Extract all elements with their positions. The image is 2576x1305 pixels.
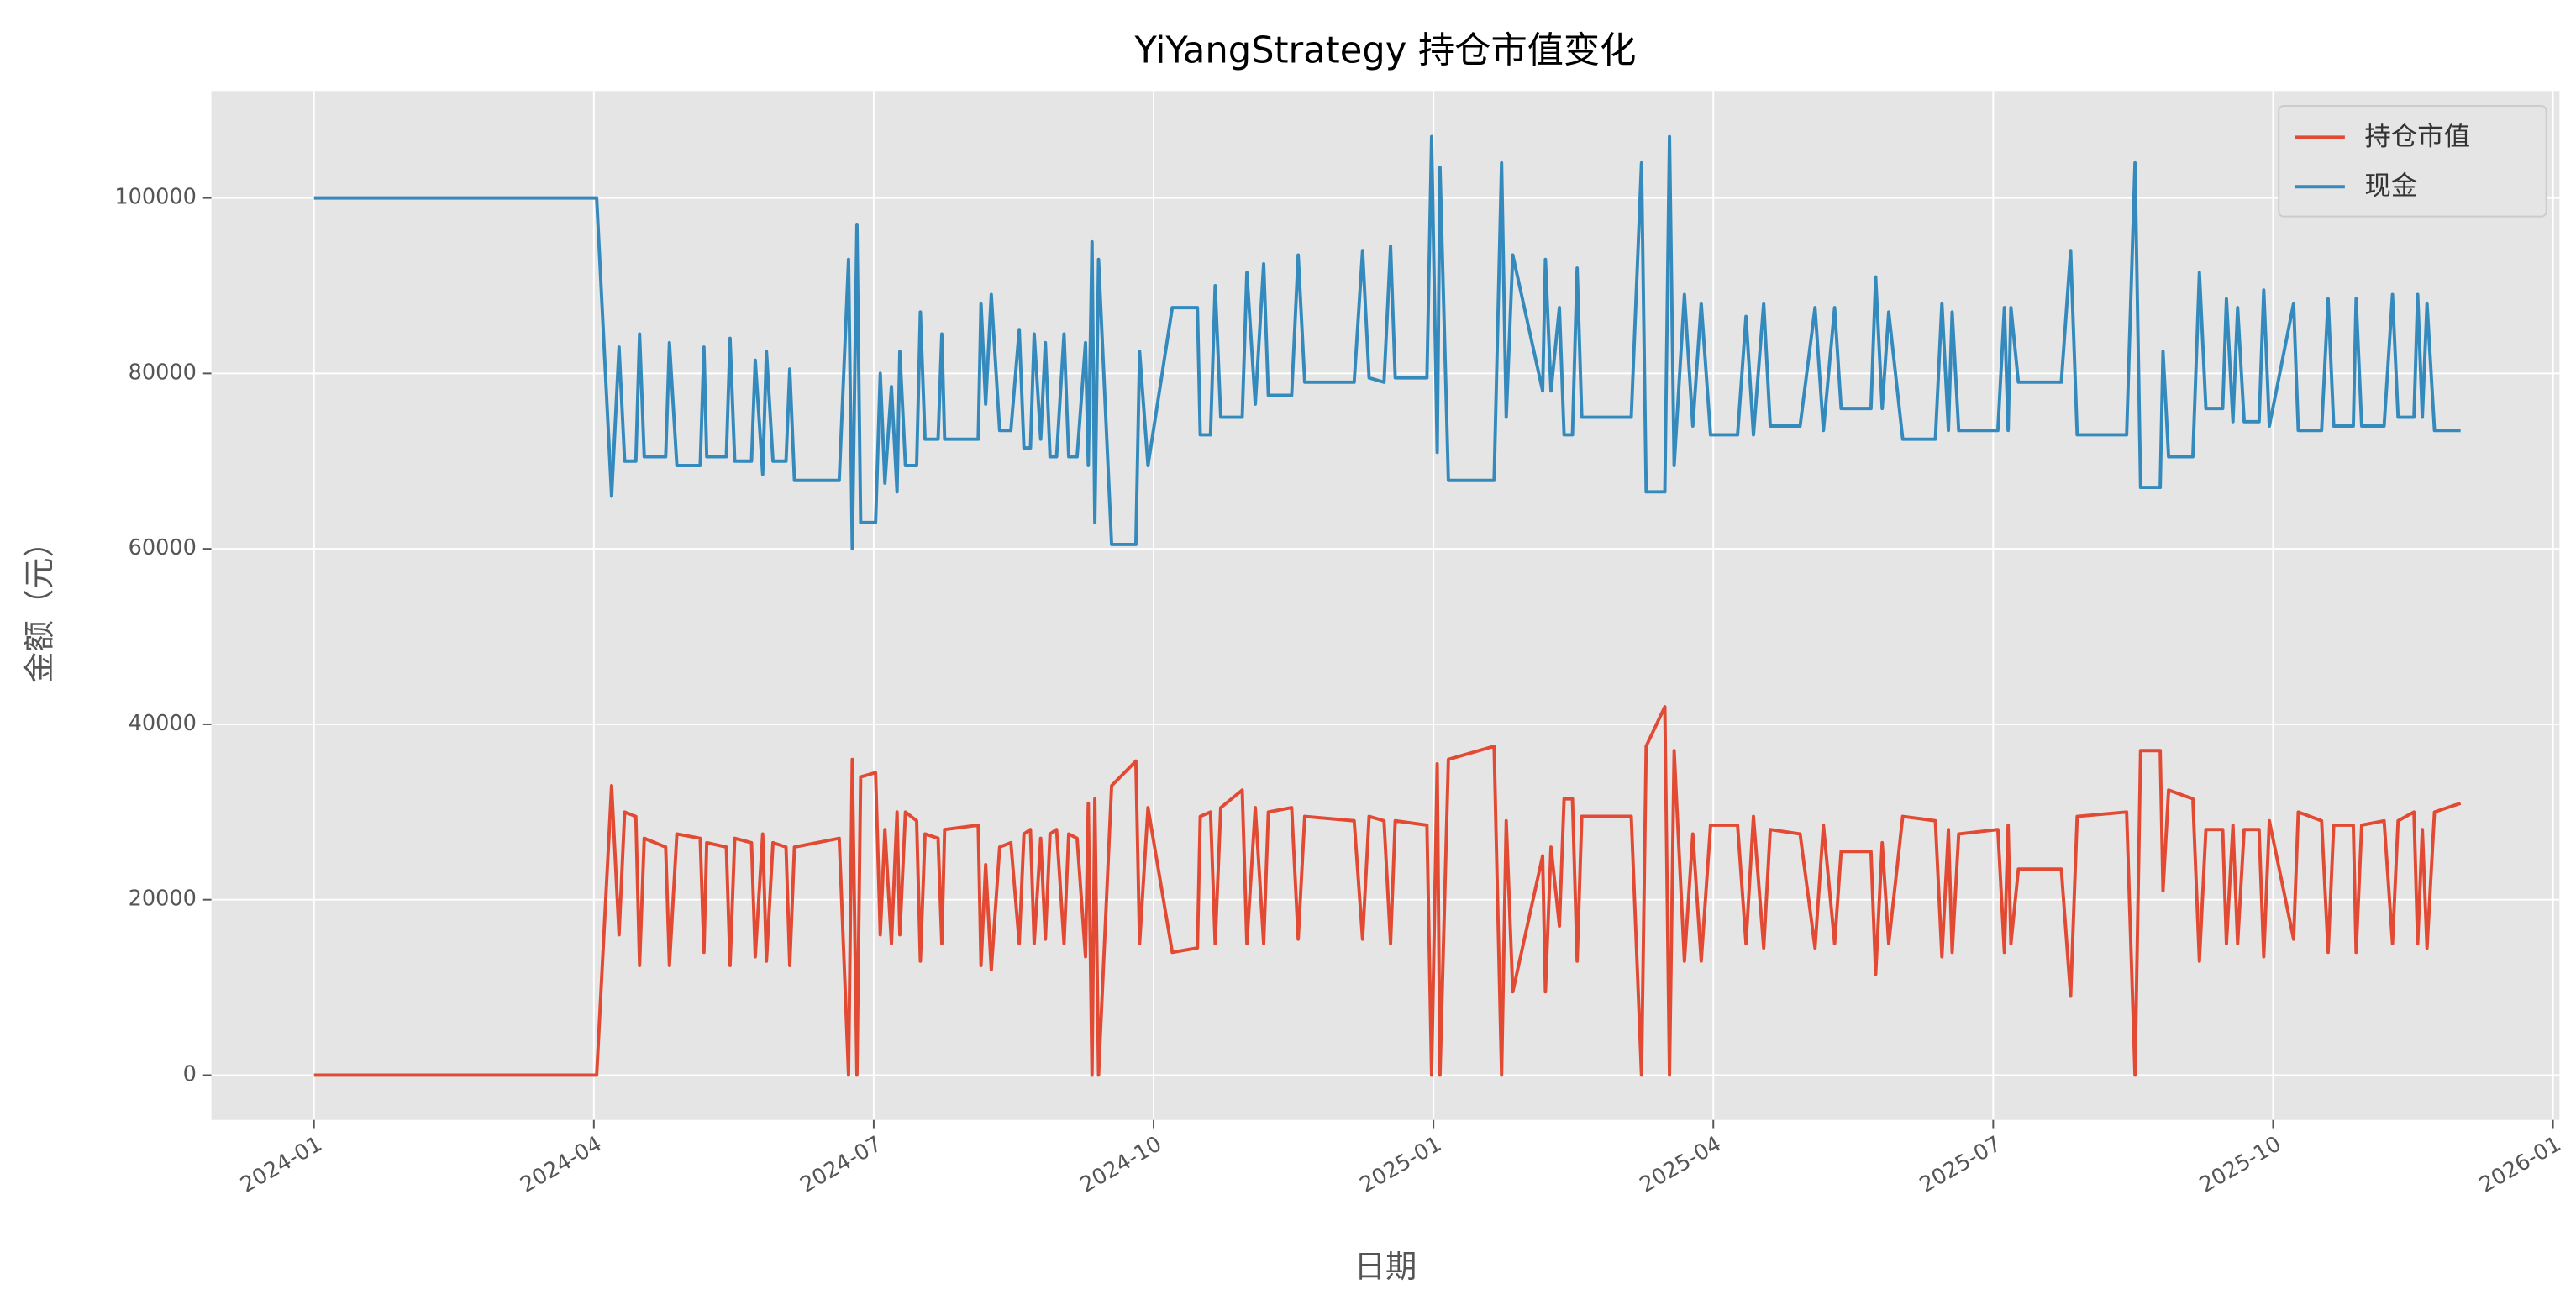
x-tick-label: 2025-10 — [2195, 1131, 2285, 1197]
x-tick-label: 2025-01 — [1356, 1131, 1446, 1197]
y-axis-label: 金额（元） — [21, 526, 58, 683]
x-tick-label: 2024-04 — [516, 1131, 606, 1197]
y-tick-label: 0 — [183, 1061, 197, 1087]
series-line — [313, 705, 2462, 1077]
x-tick-label: 2026-01 — [2475, 1131, 2565, 1197]
x-tick-label: 2025-07 — [1916, 1131, 2006, 1197]
x-axis-label: 日期 — [1354, 1248, 1417, 1285]
y-tick-label: 20000 — [129, 887, 197, 912]
y-tick-label: 40000 — [129, 711, 197, 736]
x-tick-label: 2024-07 — [796, 1131, 886, 1197]
y-tick-label: 60000 — [129, 535, 197, 560]
x-tick-label: 2024-10 — [1075, 1131, 1165, 1197]
y-tick-label: 100000 — [114, 185, 197, 210]
plot-area — [211, 91, 2560, 1120]
series-line — [313, 134, 2461, 551]
chart-title: YiYangStrategy 持仓市值变化 — [1134, 30, 1637, 72]
x-tick-label: 2025-04 — [1636, 1131, 1726, 1197]
y-tick-label: 80000 — [129, 360, 197, 385]
x-tick-label: 2024-01 — [236, 1131, 326, 1197]
legend-box — [2278, 104, 2547, 218]
legend-label: 持仓市值 — [2364, 121, 2470, 151]
legend-label: 现金 — [2364, 171, 2417, 201]
